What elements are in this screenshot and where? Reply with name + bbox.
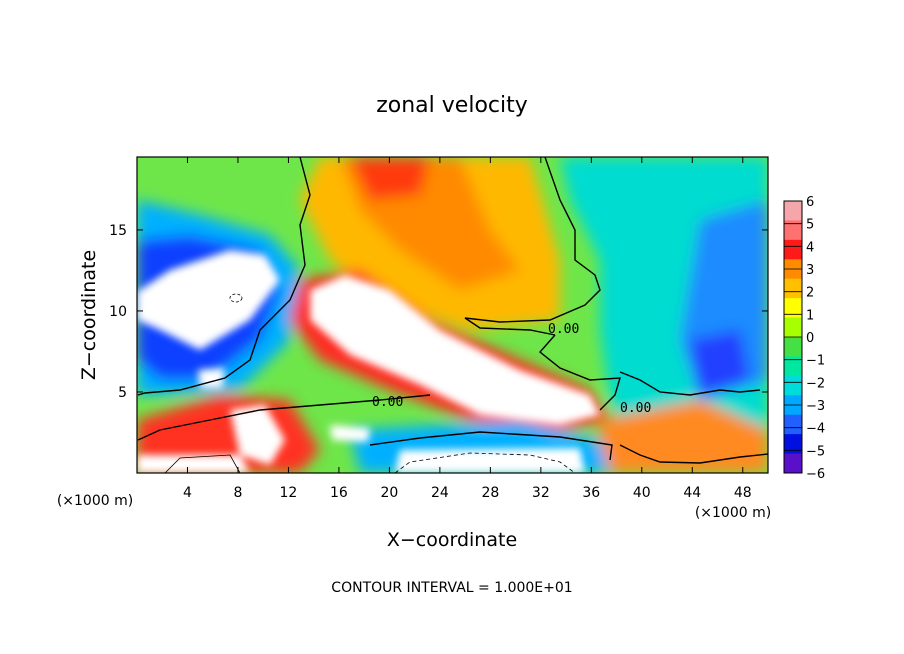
colorbar-tick-label: 0	[806, 331, 814, 346]
colorbar-swatch	[784, 375, 802, 396]
colorbar-swatch	[784, 453, 802, 474]
colorbar-tick-label: −3	[806, 399, 825, 414]
x-unit-label-right: (×1000 m)	[695, 505, 771, 521]
colorbar-swatch	[784, 201, 802, 221]
x-tick-label: 28	[481, 485, 499, 501]
colorbar-tick-label: 4	[806, 240, 814, 255]
colorbar-swatch	[784, 337, 802, 357]
x-tick-label: 4	[183, 485, 192, 501]
heatmap-field	[137, 157, 768, 473]
x-tick-label: 48	[734, 485, 752, 501]
colorbar-tick-label: 5	[806, 218, 814, 233]
contour-label-1: 0.00	[548, 322, 579, 337]
plot-frame	[136, 156, 769, 474]
colorbar-tick-label: −5	[806, 444, 825, 459]
contour-label-2: 0.00	[372, 395, 403, 410]
colorbar-tick-label: 2	[806, 286, 814, 301]
x-tick-label: 20	[380, 485, 398, 501]
y-axis-ticks: 5 10 15	[109, 223, 768, 401]
colorbar-swatch	[784, 278, 802, 299]
x-tick-label: 44	[683, 485, 701, 501]
colorbar-swatch	[784, 317, 802, 338]
colorbar-tick-label: 1	[806, 308, 814, 323]
contour-label-3: 0.00	[620, 401, 651, 416]
x-tick-label: 8	[233, 485, 242, 501]
x-tick-label: 12	[280, 485, 298, 501]
x-unit-label: (×1000 m)	[57, 493, 133, 509]
colorbar-tick-label: 3	[806, 263, 814, 278]
x-tick-label: 40	[633, 485, 651, 501]
colorbar-tick-label: −6	[806, 467, 825, 482]
x-tick-label: 16	[330, 485, 348, 501]
colorbar-tick-label: −1	[806, 354, 825, 369]
y-tick-label: 5	[118, 385, 127, 401]
colorbar-tick-label: −4	[806, 422, 825, 437]
y-tick-label: 15	[109, 223, 127, 239]
colorbar-swatch	[784, 414, 802, 435]
x-tick-label: 36	[582, 485, 600, 501]
colorbar-swatch	[784, 356, 802, 377]
chart-title: zonal velocity	[376, 93, 528, 118]
colorbar-tick-label: −2	[806, 376, 825, 391]
colorbar-swatch	[784, 434, 802, 455]
colorbar-swatch	[784, 239, 802, 260]
x-tick-label: 24	[431, 485, 449, 501]
y-tick-label: 10	[109, 304, 127, 320]
x-axis-ticks: 4 8 12 16 20 24 28 32 36 40 44 48	[183, 157, 752, 501]
zero-contours	[137, 157, 768, 464]
colorbar-swatch	[784, 298, 802, 319]
colorbar: 6 5 4 3 2 1 0 −1 −2 −3 −4 −5 −6	[783, 195, 825, 482]
x-tick-label: 32	[532, 485, 550, 501]
colorbar-tick-label: 6	[806, 195, 814, 210]
x-axis-label: X−coordinate	[387, 529, 517, 551]
y-axis-label: Z−coordinate	[78, 250, 100, 380]
footer-note: CONTOUR INTERVAL = 1.000E+01	[331, 580, 572, 596]
colorbar-swatch	[784, 220, 802, 241]
